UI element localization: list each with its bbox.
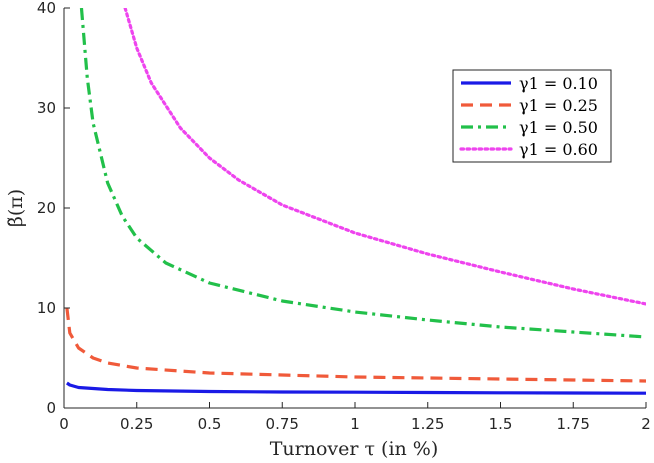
x-tick-label: 1.75 — [557, 415, 590, 433]
series-line-2 — [79, 8, 646, 339]
x-tick-label: 2 — [641, 415, 651, 433]
x-tick-label: 1 — [350, 415, 360, 433]
legend: γ1 = 0.10 γ1 = 0.25 γ1 = 0.50 γ1 = 0.60 — [452, 69, 612, 163]
x-tick-label: 1.25 — [411, 415, 444, 433]
y-tick-label: 30 — [37, 99, 56, 117]
series-layer — [65, 8, 646, 395]
y-tick-label: 10 — [37, 299, 56, 317]
x-tick-label: 0 — [59, 415, 69, 433]
legend-box — [452, 69, 612, 163]
y-tick-label: 40 — [37, 0, 56, 17]
series-line-1 — [65, 307, 646, 383]
y-tick-label: 20 — [37, 199, 56, 217]
legend-label-3: γ1 = 0.60 — [519, 140, 598, 159]
x-tick-label: 1.5 — [489, 415, 513, 433]
plot-background — [64, 8, 646, 408]
y-tick-label: 0 — [46, 399, 56, 417]
x-tick-label: 0.25 — [120, 415, 153, 433]
y-axis-label: β̃(π) — [5, 189, 27, 227]
legend-label-2: γ1 = 0.50 — [519, 118, 598, 137]
plot-area — [64, 8, 646, 408]
x-tick-label: 0.75 — [266, 415, 299, 433]
legend-label-1: γ1 = 0.25 — [519, 96, 598, 115]
series-line-0 — [66, 381, 646, 395]
series-line-3 — [123, 8, 646, 306]
x-axis-label: Turnover τ (in %) — [270, 438, 439, 460]
legend-label-0: γ1 = 0.10 — [519, 74, 598, 93]
x-tick-label: 0.5 — [198, 415, 222, 433]
